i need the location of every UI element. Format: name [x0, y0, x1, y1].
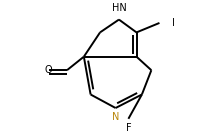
Text: HN: HN: [111, 3, 126, 13]
Text: F: F: [125, 123, 131, 133]
Text: I: I: [172, 18, 175, 28]
Text: O: O: [44, 65, 52, 75]
Text: N: N: [112, 112, 119, 122]
